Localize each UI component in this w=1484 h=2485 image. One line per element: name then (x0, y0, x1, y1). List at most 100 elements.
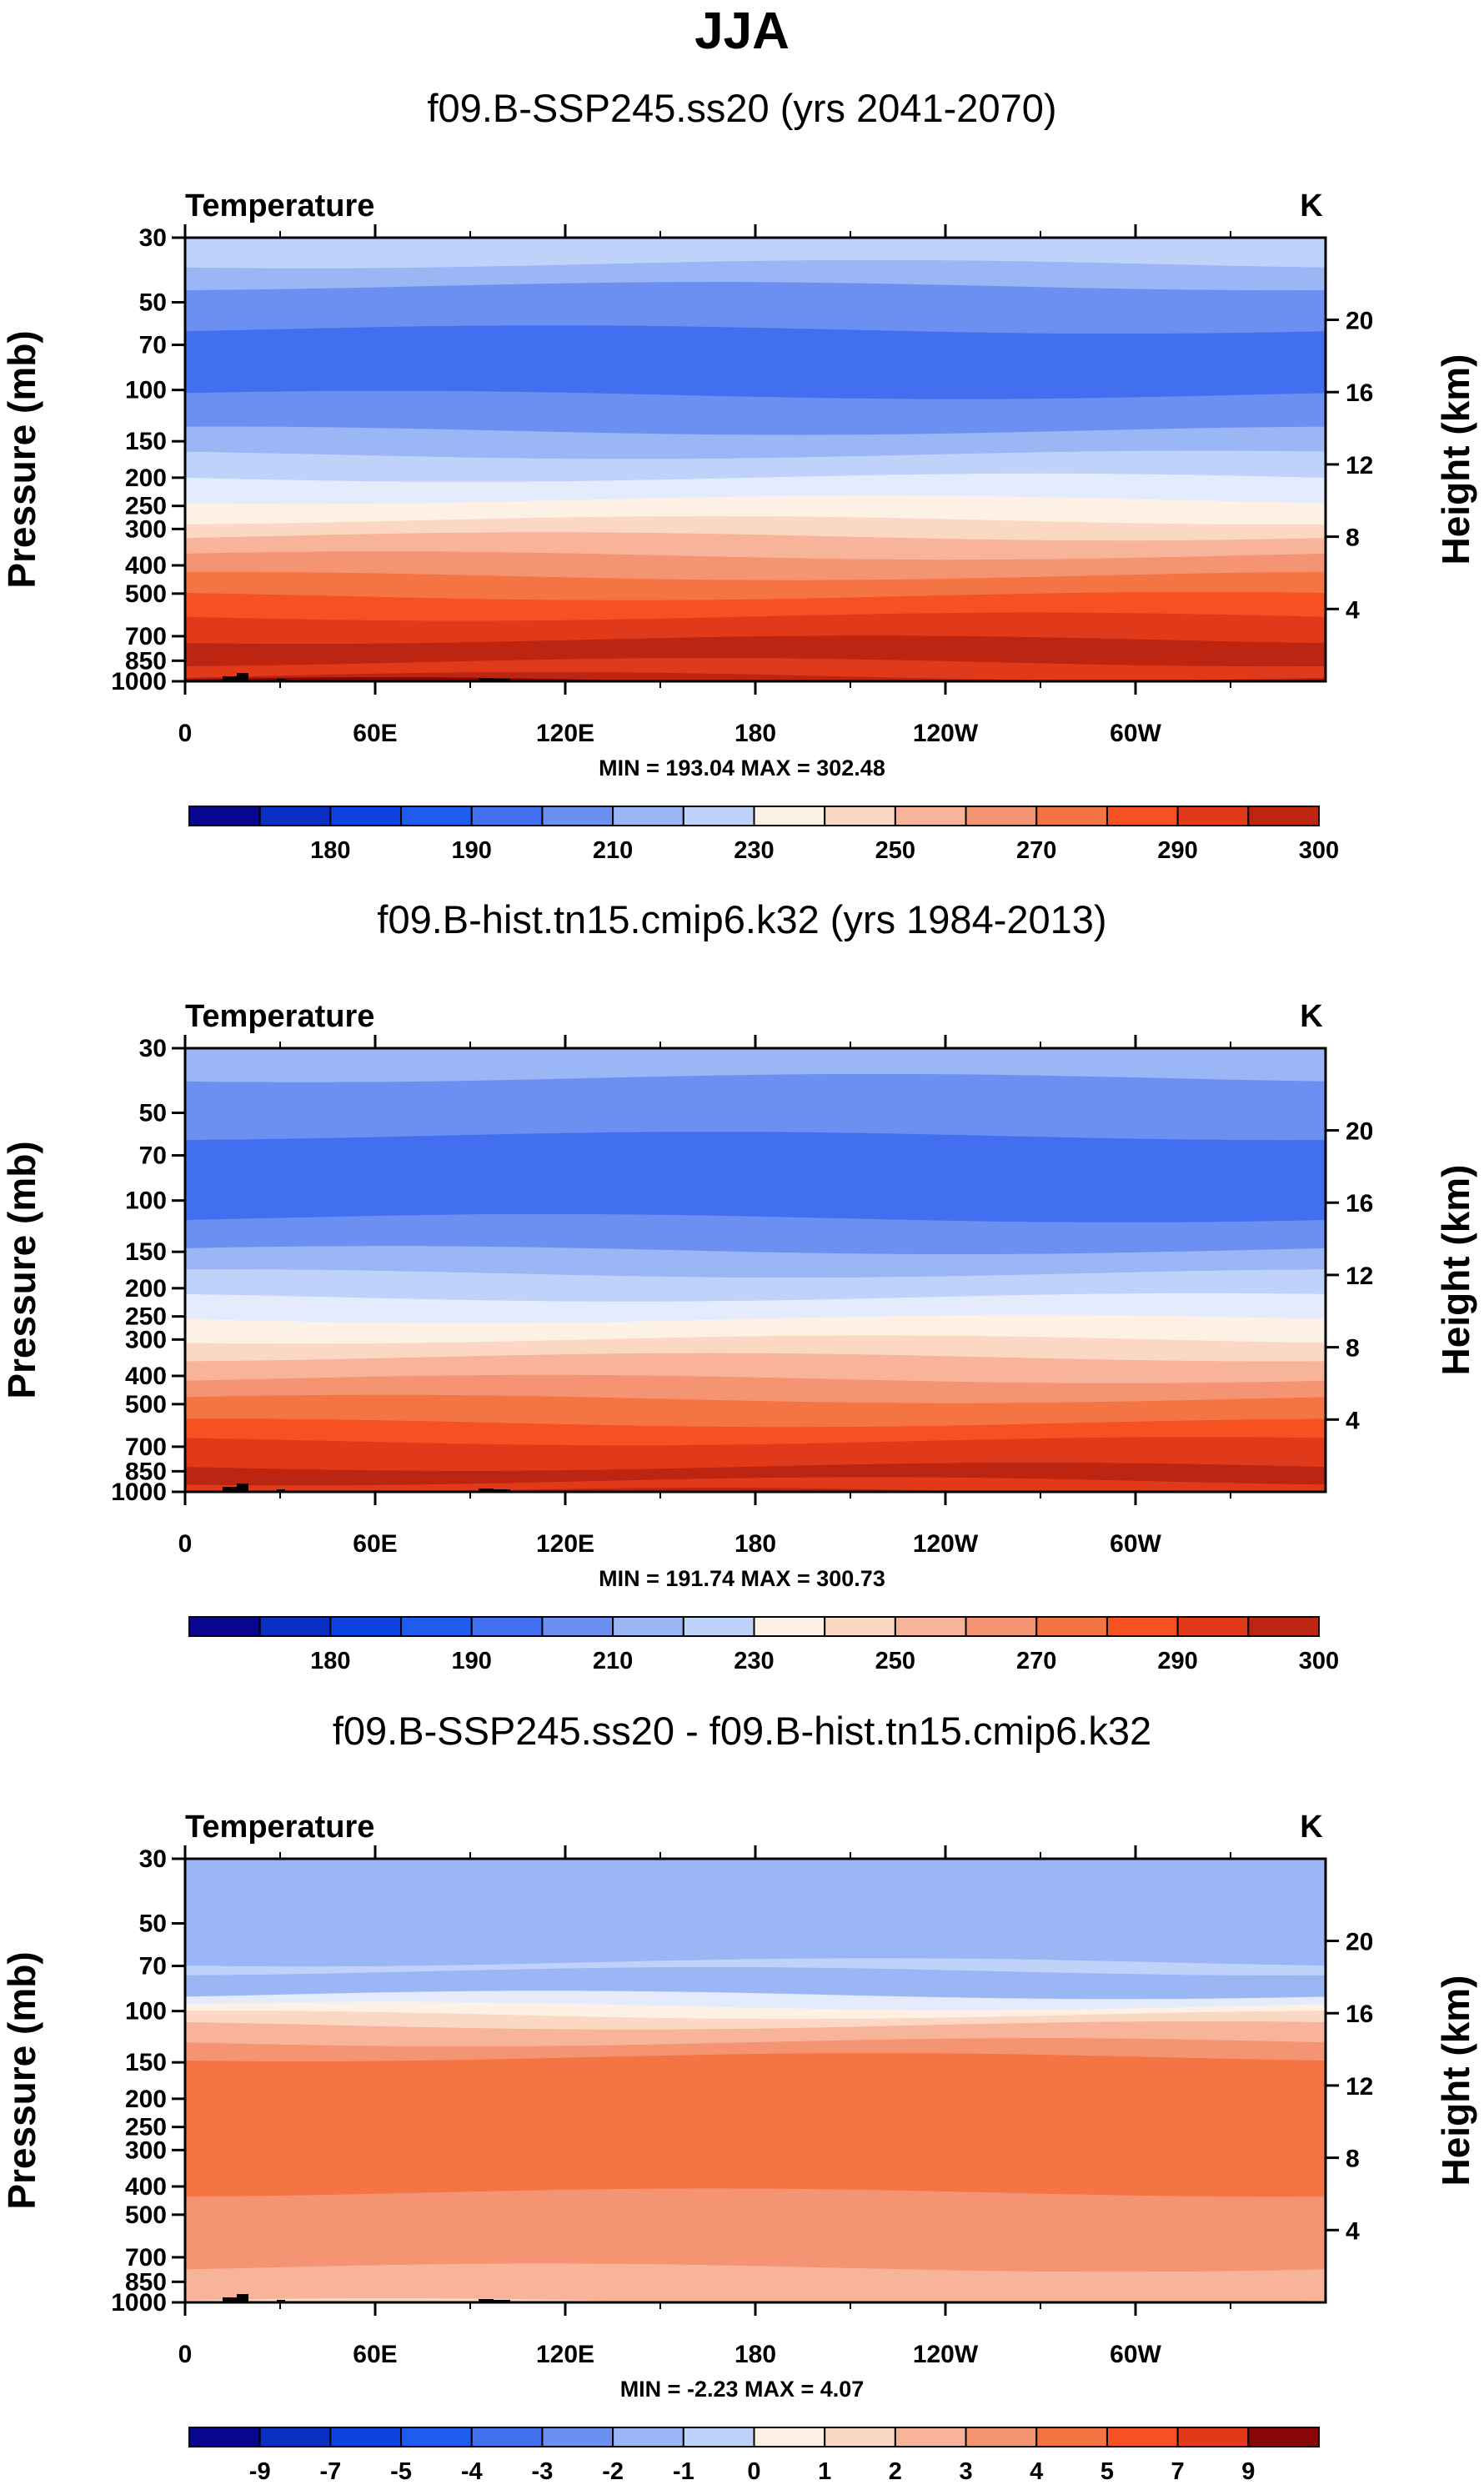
topography (237, 1483, 248, 1492)
colorbar-label: -3 (532, 2458, 554, 2481)
colorbar-box (682, 2427, 755, 2447)
colorbar-label: 2 (889, 2458, 902, 2481)
colorbar-label: 7 (1171, 2458, 1185, 2481)
colorbar-box (1035, 2427, 1108, 2447)
colorbar-label: 270 (1016, 1648, 1056, 1674)
colorbar-box (824, 2427, 896, 2447)
colorbar-box (258, 2427, 332, 2447)
contour-band (185, 1132, 1326, 1223)
y-axis-title-right: Height (km) (1434, 1165, 1477, 1376)
colorbar-box (1105, 806, 1179, 826)
colorbar-label: 4 (1030, 2458, 1043, 2481)
colorbar-label: 230 (734, 1648, 774, 1674)
colorbar-label: 270 (1016, 837, 1056, 864)
x-tick-label: 180 (734, 2341, 776, 2368)
contour-band (185, 1859, 1326, 1968)
topography (479, 1488, 494, 1492)
contour-bands (185, 1048, 1326, 1492)
pressure-tick-label: 50 (139, 289, 167, 317)
colorbar-label: 3 (959, 2458, 972, 2481)
pressure-tick-label: 30 (139, 1845, 167, 1873)
colorbar-box (1176, 806, 1250, 826)
min-max-label: MIN = 193.04 MAX = 302.48 (599, 756, 885, 781)
colorbar: -9 -7 -5 -4 -3 -2 -1 0 1 2 3 4 5 7 9 (188, 2427, 1320, 2485)
contour-band (185, 1213, 1326, 1256)
colorbar-label: -9 (249, 2458, 271, 2481)
pressure-tick-label: 30 (139, 1035, 167, 1062)
pressure-tick-label: 150 (125, 428, 167, 455)
y-axis-title-right: Height (km) (1434, 1975, 1477, 2186)
colorbar-box (1176, 2427, 1250, 2447)
min-max-label: MIN = -2.23 MAX = 4.07 (620, 2377, 865, 2402)
colorbar-label: 250 (875, 1648, 915, 1674)
x-tick-label: 180 (734, 1530, 776, 1558)
colorbar-box (1035, 1616, 1108, 1637)
pressure-tick-label: 500 (125, 2201, 167, 2229)
colorbar-label: 180 (310, 1648, 350, 1674)
contour-band (185, 1269, 1326, 1303)
topography (479, 678, 494, 681)
colorbar-label: 1 (818, 2458, 831, 2481)
units-label: K (1300, 188, 1323, 223)
colorbar-box (541, 806, 614, 826)
colorbar-label: 5 (1100, 2458, 1114, 2481)
pressure-tick-label: 500 (125, 1391, 167, 1418)
colorbar-box (400, 1616, 473, 1637)
height-tick-label: 12 (1346, 2073, 1373, 2101)
contour-band (185, 282, 1326, 335)
contour-band (185, 2263, 1326, 2302)
colorbar-label: -4 (461, 2458, 483, 2481)
height-tick-label: 12 (1346, 1263, 1373, 1290)
variable-label: Temperature (185, 188, 374, 223)
x-tick-label: 180 (734, 720, 776, 747)
colorbar-label: -7 (319, 2458, 341, 2481)
colorbar-label: 9 (1241, 2458, 1255, 2481)
height-tick-label: 16 (1346, 379, 1373, 407)
height-tick-label: 20 (1346, 308, 1373, 335)
colorbar-box (1035, 806, 1108, 826)
colorbar-box (753, 2427, 826, 2447)
pressure-tick-label: 100 (125, 1998, 167, 2026)
contour-band (185, 426, 1326, 460)
height-tick-label: 8 (1346, 1335, 1360, 1363)
x-tick-label: 0 (178, 1530, 193, 1558)
panel-2: f09.B-hist.tn15.cmip6.k32 (yrs 1984-2013… (0, 897, 1477, 1674)
contour-band (185, 551, 1326, 581)
height-tick-label: 16 (1346, 1190, 1373, 1217)
colorbar-label: 250 (875, 837, 915, 864)
colorbar-label: 190 (452, 837, 492, 864)
pressure-tick-label: 850 (125, 2268, 167, 2296)
pressure-tick-label: 100 (125, 377, 167, 404)
figure-title: JJA (694, 3, 790, 60)
colorbar-box (965, 806, 1038, 826)
colorbar-box (541, 1616, 614, 1637)
colorbar-box (682, 1616, 755, 1637)
contour-band (185, 1477, 1326, 1492)
colorbar-box (824, 1616, 896, 1637)
pressure-tick-label: 850 (125, 1458, 167, 1485)
colorbar-label: 300 (1299, 1648, 1339, 1674)
contour-band (185, 473, 1326, 505)
colorbar: 180 190 210 230 250 270 290 300 (188, 806, 1339, 864)
colorbar-box (753, 1616, 826, 1637)
x-tick-label: 120E (536, 2341, 594, 2368)
pressure-tick-label: 400 (125, 552, 167, 580)
height-tick-label: 20 (1346, 1118, 1373, 1146)
height-tick-label: 4 (1346, 596, 1360, 624)
y-axis-title-right: Height (km) (1434, 354, 1477, 565)
contour-band (185, 612, 1326, 645)
pressure-tick-label: 70 (139, 332, 167, 359)
pressure-tick-label: 300 (125, 1326, 167, 1353)
colorbar-box (1176, 1616, 1250, 1637)
colorbar-box (824, 806, 896, 826)
contour-bands (185, 238, 1326, 681)
pressure-tick-label: 1000 (111, 668, 167, 695)
colorbar-label: 290 (1157, 1648, 1197, 1674)
contour-band (185, 495, 1326, 525)
panel-title: f09.B-SSP245.ss20 (yrs 2041-2070) (427, 86, 1056, 130)
topography (223, 676, 239, 681)
contour-band (185, 1394, 1326, 1428)
pressure-tick-label: 30 (139, 224, 167, 252)
contour-band (185, 635, 1326, 668)
